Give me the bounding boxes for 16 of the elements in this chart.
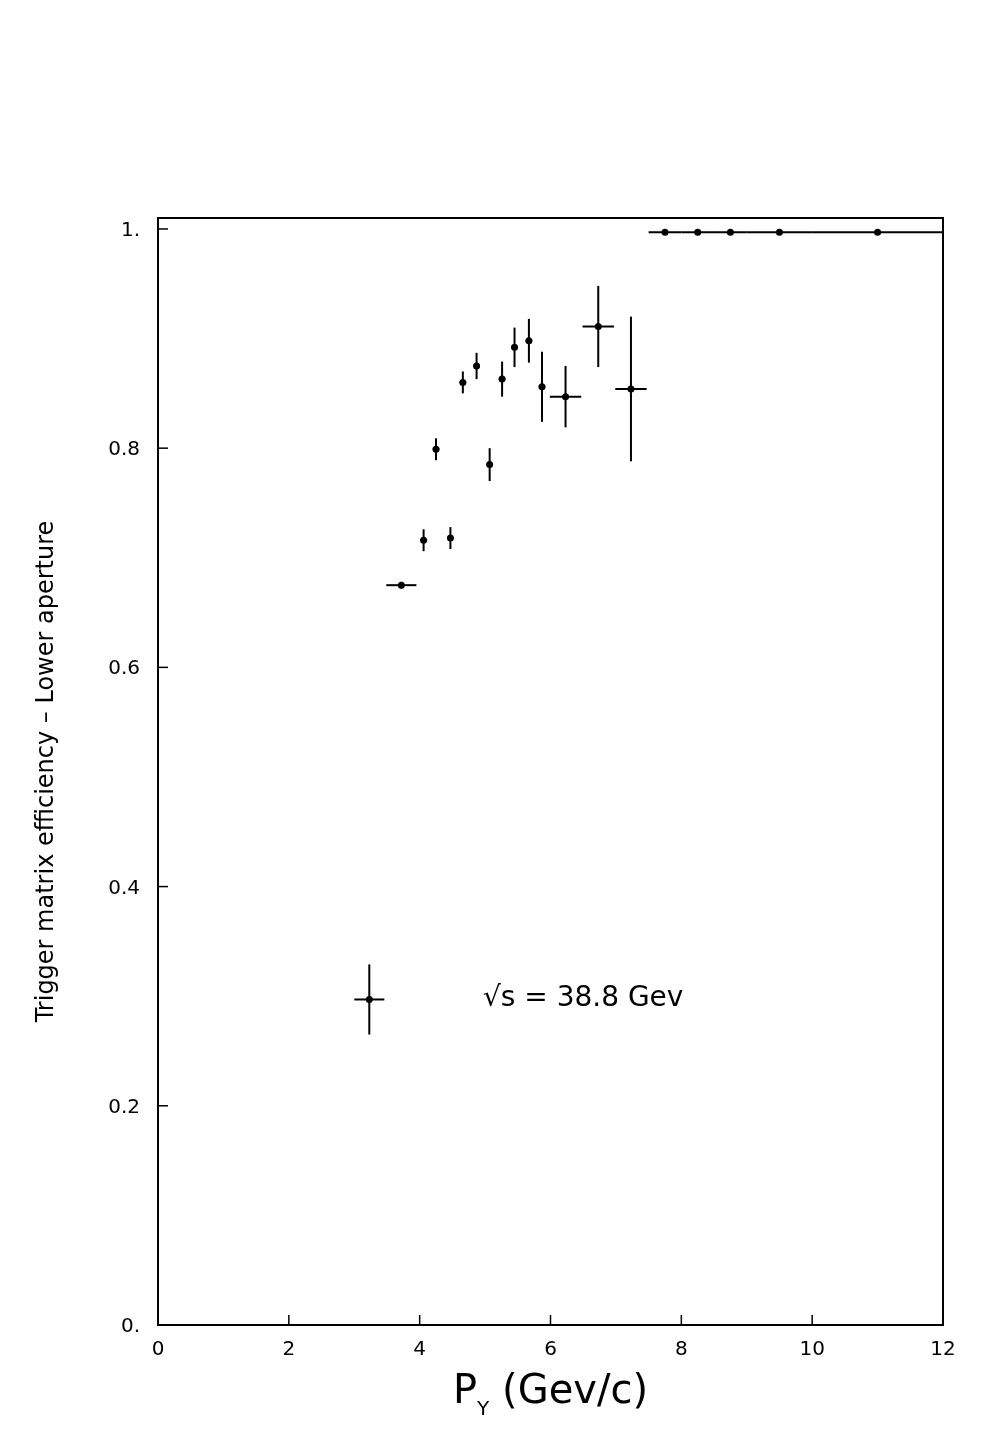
x-tick-label: 10 [799,1336,825,1360]
y-tick-label: 1. [120,216,140,241]
x-tick-label: 0 [151,1336,165,1360]
y-tick-label: 0.2 [108,1093,140,1118]
y-tick-label: 0.4 [108,874,140,899]
x-tick-label: 12 [930,1336,956,1360]
y-tick-label: 0.6 [108,655,140,680]
x-tick-label: 6 [544,1336,557,1360]
x-tick-label: 4 [413,1336,427,1360]
x-axis-title: P$_{Y}$ (Gev/c) [452,1366,649,1420]
x-tick-label: 8 [674,1336,688,1360]
y-axis-title: Trigger matrix efficiency – Lower aperture [31,520,59,1024]
x-tick-label: 2 [282,1336,296,1360]
annotation: √s = 38.8 Gev [482,980,684,1014]
y-tick-label: 0.8 [108,436,140,461]
y-tick-label: 0. [120,1313,140,1337]
